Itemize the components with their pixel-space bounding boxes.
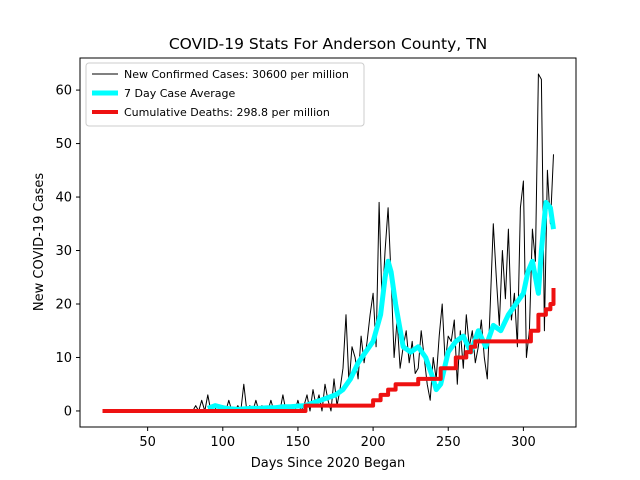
y-tick-label: 10	[55, 351, 72, 366]
y-tick-label: 20	[55, 298, 72, 313]
series-layer	[102, 73, 556, 413]
legend-label-cases: New Confirmed Cases: 30600 per million	[124, 68, 349, 81]
legend: New Confirmed Cases: 30600 per million 7…	[85, 62, 365, 127]
legend-label-average: 7 Day Case Average	[124, 87, 236, 100]
x-axis-ticks: 50 100 150 200 250 300	[139, 427, 536, 450]
x-tick-label: 300	[511, 435, 536, 450]
x-tick-label: 100	[210, 435, 235, 450]
legend-label-deaths: Cumulative Deaths: 298.8 per million	[124, 106, 330, 119]
y-axis-ticks: 0 10 20 30 40 50 60	[55, 84, 80, 419]
x-tick-label: 250	[436, 435, 461, 450]
x-axis-title: Days Since 2020 Began	[251, 456, 406, 471]
y-tick-label: 0	[64, 404, 72, 419]
y-tick-label: 40	[55, 191, 72, 206]
series-line-1	[206, 199, 556, 412]
legend-box	[85, 62, 365, 127]
x-tick-label: 200	[361, 435, 386, 450]
y-axis-title: New COVID-19 Cases	[32, 173, 47, 311]
chart-title: COVID-19 Stats For Anderson County, TN	[169, 35, 487, 53]
y-tick-label: 30	[55, 244, 72, 259]
y-tick-label: 60	[55, 84, 72, 99]
y-tick-label: 50	[55, 137, 72, 152]
x-tick-label: 50	[139, 435, 156, 450]
plot-frame	[79, 57, 577, 428]
x-tick-label: 150	[286, 435, 311, 450]
series-line-2	[102, 288, 556, 413]
